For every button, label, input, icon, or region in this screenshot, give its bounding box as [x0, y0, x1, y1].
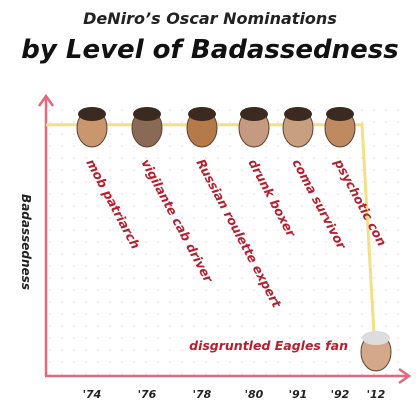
plot-background [48, 100, 408, 375]
axes [37, 93, 412, 385]
face-hair [188, 107, 216, 121]
face-hair [78, 107, 106, 121]
x-tick-label: '76 [138, 388, 157, 401]
face-hair [362, 331, 390, 345]
face-hair [133, 107, 161, 121]
x-tick-label: '92 [331, 388, 350, 401]
face-hair [240, 107, 268, 121]
face-hair [326, 107, 354, 121]
x-tick-label: '80 [245, 388, 264, 401]
x-tick-label: '91 [289, 388, 308, 401]
chart-title: DeNiro’s Oscar Nominations [83, 9, 337, 28]
face-hair [284, 107, 312, 121]
role-label: disgruntled Eagles fan [189, 338, 348, 353]
y-axis-label: Badassedness [19, 194, 33, 290]
x-tick-label: '74 [83, 388, 102, 401]
x-tick-label: '78 [193, 388, 212, 401]
chart-subtitle: by Level of Badassedness [21, 35, 398, 65]
x-tick-label: '12 [367, 388, 386, 401]
